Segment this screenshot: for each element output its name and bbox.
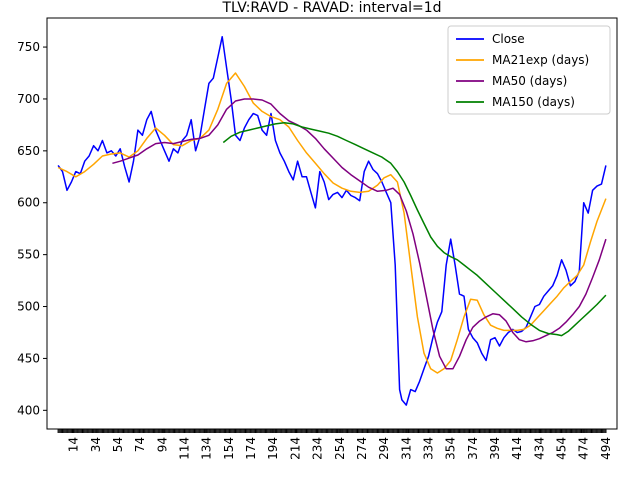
plot-lines	[57, 35, 607, 406]
x-tick-label: 294	[377, 437, 391, 460]
x-tick-label: 494	[599, 437, 613, 460]
x-tick-label: 94	[155, 437, 169, 452]
y-tick-label: 750	[17, 40, 40, 54]
y-tick-label: 450	[17, 351, 40, 365]
x-tick-label: 134	[200, 437, 214, 460]
y-tick-label: 600	[17, 196, 40, 210]
x-tick-label: 334	[421, 437, 435, 460]
x-tick-label: 274	[355, 437, 369, 460]
x-tick-label: 234	[311, 437, 325, 460]
x-tick-label: 374	[466, 437, 480, 460]
series-line-2	[112, 98, 607, 370]
x-tick-label: 154	[222, 437, 236, 460]
y-tick-label: 650	[17, 144, 40, 158]
legend-label-3: MA150 (days)	[492, 95, 575, 109]
x-tick-label: 474	[577, 437, 591, 460]
x-tick-label: 254	[333, 437, 347, 460]
y-axis: 400 450 500 550 600 650 700 750	[17, 40, 47, 417]
x-tick-label: 114	[178, 437, 192, 460]
x-tick-label: 34	[89, 437, 103, 452]
x-tick-label: 214	[288, 437, 302, 460]
legend: Close MA21exp (days) MA50 (days) MA150 (day…	[447, 25, 611, 115]
x-tick-label: 174	[244, 437, 258, 460]
chart-title: TLV:RAVD - RAVAD: interval=1d	[221, 0, 441, 16]
x-tick-label: 314	[399, 437, 413, 460]
legend-box	[447, 25, 611, 115]
x-tick-label: 434	[532, 437, 546, 460]
y-tick-label: 400	[17, 403, 40, 417]
x-tick-label: 354	[444, 437, 458, 460]
y-tick-label: 550	[17, 248, 40, 262]
x-axis: 14 34 54 74 94 114 134 154 174 194 214 234 254 274 294…	[57, 429, 613, 460]
x-tick-label: 394	[488, 437, 502, 460]
series-line-3	[222, 122, 607, 337]
legend-label-1: MA21exp (days)	[492, 53, 589, 67]
x-tick-label: 414	[510, 437, 524, 460]
legend-label-0: Close	[492, 32, 525, 46]
y-tick-label: 700	[17, 92, 40, 106]
y-tick-label: 500	[17, 300, 40, 314]
x-tick-label: 14	[67, 437, 81, 452]
x-tick-label: 194	[266, 437, 280, 460]
x-tick-label: 74	[133, 437, 147, 452]
x-tick-label: 454	[555, 437, 569, 460]
x-tick-label: 54	[111, 437, 125, 452]
legend-label-2: MA50 (days)	[492, 74, 567, 88]
series-line-1	[57, 72, 607, 374]
